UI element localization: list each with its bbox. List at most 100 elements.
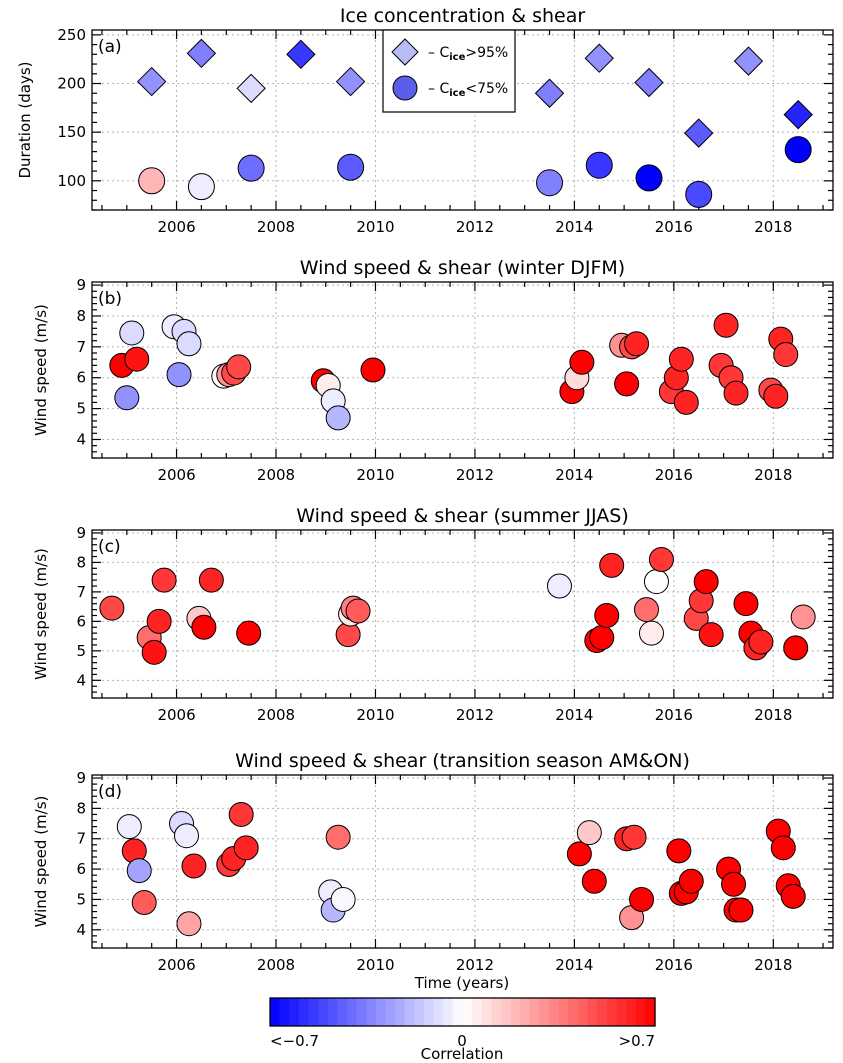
circle-marker — [723, 380, 749, 406]
circle-marker — [635, 164, 663, 192]
colorbar-cell — [356, 998, 367, 1026]
circle-marker — [236, 620, 262, 646]
colorbar-min-label: <−0.7 — [270, 1032, 319, 1050]
colorbar-cell — [327, 998, 338, 1026]
circle-marker — [131, 889, 157, 915]
circle-marker — [624, 331, 650, 357]
colorbar-cell — [481, 998, 492, 1026]
x-tick-label: 2016 — [655, 466, 693, 484]
colorbar-cell — [337, 998, 348, 1026]
x-tick-label: 2008 — [257, 466, 295, 484]
colorbar-cell — [462, 998, 473, 1026]
colorbar-cell — [578, 998, 589, 1026]
x-tick-label: 2016 — [655, 706, 693, 724]
y-tick-label: 9 — [76, 276, 86, 294]
y-tick-label: 250 — [57, 26, 86, 44]
circle-marker — [546, 573, 572, 599]
circle-marker — [773, 342, 799, 368]
circle-marker — [116, 814, 142, 840]
circle-marker — [685, 180, 713, 208]
colorbar-cell — [558, 998, 569, 1026]
circle-marker — [770, 835, 796, 861]
y-tick-label: 100 — [57, 172, 86, 190]
colorbar: <−0.7 0 >0.7 Correlation — [269, 997, 656, 1063]
circle-marker — [233, 835, 259, 861]
y-tick-label: 6 — [76, 369, 86, 387]
circle-marker — [629, 886, 655, 912]
colorbar-cell — [635, 998, 646, 1026]
circle-marker — [114, 385, 140, 411]
colorbar-cell — [539, 998, 550, 1026]
diamond-marker — [584, 43, 614, 73]
circle-marker — [678, 868, 704, 894]
y-axis-label: Wind speed (m/s) — [32, 304, 50, 436]
circle-marker — [345, 598, 371, 624]
colorbar-cell — [279, 998, 290, 1026]
circle-marker — [536, 169, 564, 197]
y-axis-label: Wind speed (m/s) — [32, 548, 50, 680]
diamond-marker — [634, 67, 664, 98]
y-tick-label: 5 — [76, 400, 86, 418]
y-tick-label: 9 — [76, 769, 86, 787]
y-tick-label: 4 — [76, 921, 86, 939]
circle-marker — [566, 841, 592, 867]
circle-marker — [638, 620, 664, 646]
legend-label: – Cice>95% — [428, 45, 508, 63]
y-tick-label: 5 — [76, 890, 86, 908]
circle-marker — [228, 801, 254, 827]
colorbar-cell — [597, 998, 608, 1026]
panel-letter: (b) — [98, 289, 122, 309]
colorbar-cell — [452, 998, 464, 1026]
x-tick-label: 2010 — [356, 956, 394, 974]
circle-marker — [181, 853, 207, 879]
circle-marker — [325, 824, 351, 850]
colorbar-max-label: >0.7 — [619, 1032, 655, 1050]
colorbar-mid-label: 0 — [457, 1032, 467, 1050]
x-tick-label: 2006 — [157, 956, 195, 974]
x-tick-label: 2010 — [356, 706, 394, 724]
diamond-marker — [534, 78, 565, 108]
circle-marker — [138, 167, 166, 195]
diamond-marker — [186, 38, 217, 69]
x-tick-label: 2018 — [754, 218, 792, 236]
diamond-marker — [733, 46, 764, 76]
colorbar-cell — [549, 998, 560, 1026]
legend-label: – Cice<75% — [428, 81, 508, 99]
colorbar-cell — [433, 998, 444, 1026]
x-tick-label: 2008 — [257, 706, 295, 724]
x-tick-label: 2012 — [456, 706, 494, 724]
panel-2: 2006 2008 2010 2012 2014 2016 2018 4 5 6 7 8 9 Wind s… — [32, 257, 834, 484]
x-tick-label: 2018 — [754, 466, 792, 484]
x-axis-label: Time (years) — [414, 974, 509, 992]
colorbar-cell — [472, 998, 483, 1026]
y-tick-label: 8 — [76, 553, 86, 571]
colorbar-cell — [289, 998, 300, 1026]
y-tick-label: 9 — [76, 524, 86, 542]
colorbar-cell — [347, 998, 358, 1026]
circle-marker — [187, 173, 215, 201]
colorbar-cell — [568, 998, 579, 1026]
colorbar-cell — [366, 998, 377, 1026]
circle-marker — [589, 625, 615, 651]
x-tick-label: 2018 — [754, 706, 792, 724]
y-tick-label: 4 — [76, 671, 86, 689]
panel-letter: (a) — [98, 37, 122, 57]
colorbar-title: Correlation — [421, 1045, 504, 1063]
circle-marker — [668, 346, 694, 372]
colorbar-cell — [318, 998, 329, 1026]
panel-4: 2006 2008 2010 2012 2014 2016 2018 4 5 6 7 8 9 Wind s… — [32, 750, 834, 992]
y-tick-label: 4 — [76, 430, 86, 448]
colorbar-cell — [616, 998, 627, 1026]
x-tick-label: 2014 — [555, 218, 593, 236]
circle-marker — [99, 595, 125, 621]
circle-marker — [693, 569, 719, 595]
y-tick-label: 8 — [76, 799, 86, 817]
circle-marker — [614, 371, 640, 397]
plot-frame — [91, 774, 834, 949]
circle-marker — [226, 354, 252, 380]
circle-marker — [763, 383, 789, 409]
colorbar-cell — [606, 998, 618, 1026]
circle-marker — [594, 602, 620, 628]
colorbar-cell — [424, 998, 435, 1026]
circle-marker — [585, 151, 613, 179]
